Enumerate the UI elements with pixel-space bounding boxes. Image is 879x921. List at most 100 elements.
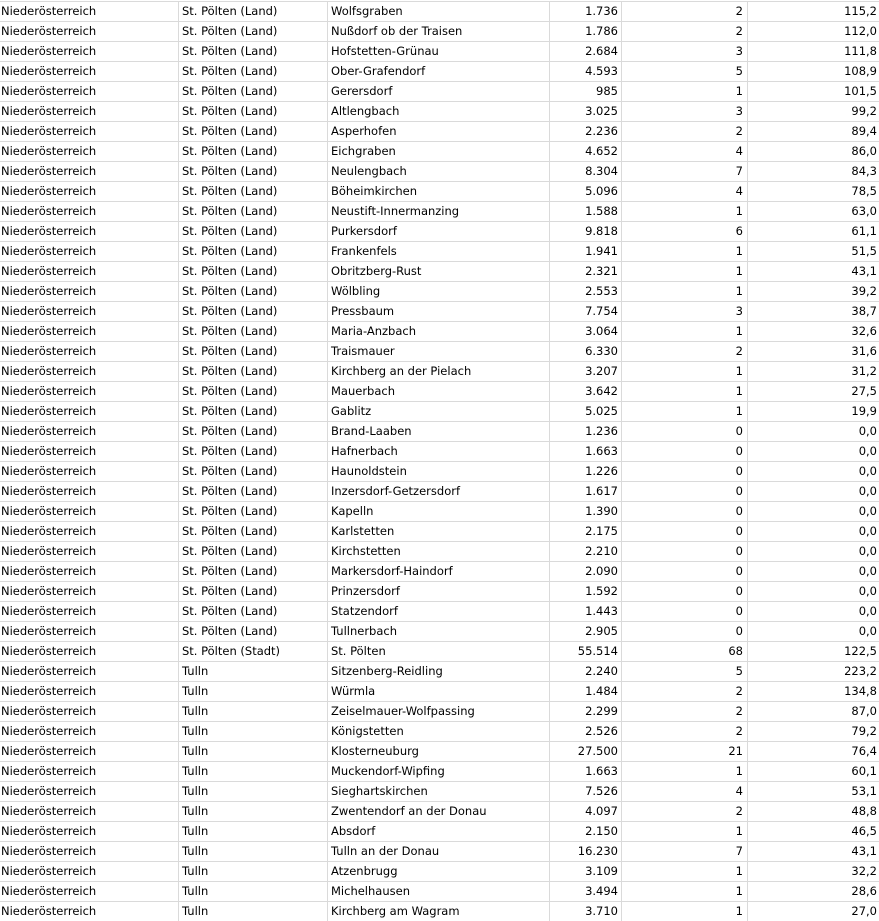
state-cell[interactable]: Niederösterreich <box>0 62 179 81</box>
district-cell[interactable]: Tulln <box>179 782 328 801</box>
population-cell[interactable]: 3.494 <box>550 882 622 901</box>
state-cell[interactable]: Niederösterreich <box>0 462 179 481</box>
state-cell[interactable]: Niederösterreich <box>0 802 179 821</box>
count-cell[interactable]: 2 <box>622 342 748 361</box>
state-cell[interactable]: Niederösterreich <box>0 622 179 641</box>
count-cell[interactable]: 0 <box>622 602 748 621</box>
rate-cell[interactable]: 89,4 <box>851 124 877 138</box>
population-cell[interactable]: 2.299 <box>550 702 622 721</box>
rate-cell[interactable]: 38,7 <box>851 304 877 318</box>
count-cell[interactable]: 2 <box>622 682 748 701</box>
district-cell[interactable]: St. Pölten (Stadt) <box>179 642 328 661</box>
state-cell[interactable]: Niederösterreich <box>0 362 179 381</box>
population-cell[interactable]: 2.553 <box>550 282 622 301</box>
rate-cell[interactable]: 0,0 <box>858 564 877 578</box>
population-cell[interactable]: 2.090 <box>550 562 622 581</box>
rate-cell[interactable]: 32,6 <box>851 324 877 338</box>
count-cell[interactable]: 0 <box>622 442 748 461</box>
rate-cell[interactable]: 60,1 <box>851 764 877 778</box>
rate-cell[interactable]: 31,6 <box>851 344 877 358</box>
rate-cell[interactable]: 63,0 <box>851 204 877 218</box>
district-cell[interactable]: Tulln <box>179 882 328 901</box>
state-cell[interactable]: Niederösterreich <box>0 282 179 301</box>
population-cell[interactable]: 2.684 <box>550 42 622 61</box>
rate-cell[interactable]: 61,1 <box>851 224 877 238</box>
rate-cell[interactable]: 0,0 <box>858 424 877 438</box>
population-cell[interactable]: 1.236 <box>550 422 622 441</box>
district-cell[interactable]: St. Pölten (Land) <box>179 622 328 641</box>
district-cell[interactable]: St. Pölten (Land) <box>179 2 328 21</box>
state-cell[interactable]: Niederösterreich <box>0 342 179 361</box>
population-cell[interactable]: 3.207 <box>550 362 622 381</box>
rate-cell[interactable]: 53,1 <box>851 784 877 798</box>
count-cell[interactable]: 1 <box>622 362 748 381</box>
state-cell[interactable]: Niederösterreich <box>0 382 179 401</box>
district-cell[interactable]: Tulln <box>179 682 328 701</box>
rate-cell[interactable]: 32,2 <box>851 864 877 878</box>
district-cell[interactable]: St. Pölten (Land) <box>179 462 328 481</box>
state-cell[interactable]: Niederösterreich <box>0 422 179 441</box>
state-cell[interactable]: Niederösterreich <box>0 482 179 501</box>
count-cell[interactable]: 4 <box>622 182 748 201</box>
rate-cell[interactable]: 48,8 <box>851 804 877 818</box>
municipality-cell[interactable]: Prinzersdorf <box>328 582 550 601</box>
count-cell[interactable]: 0 <box>622 562 748 581</box>
population-cell[interactable]: 8.304 <box>550 162 622 181</box>
count-cell[interactable]: 1 <box>622 202 748 221</box>
state-cell[interactable]: Niederösterreich <box>0 842 179 861</box>
population-cell[interactable]: 1.941 <box>550 242 622 261</box>
count-cell[interactable]: 1 <box>622 762 748 781</box>
municipality-cell[interactable]: Kirchstetten <box>328 542 550 561</box>
municipality-cell[interactable]: Statzendorf <box>328 602 550 621</box>
municipality-cell[interactable]: Wolfsgraben <box>328 2 550 21</box>
state-cell[interactable]: Niederösterreich <box>0 602 179 621</box>
district-cell[interactable]: St. Pölten (Land) <box>179 262 328 281</box>
district-cell[interactable]: Tulln <box>179 842 328 861</box>
rate-cell[interactable]: 46,5 <box>851 824 877 838</box>
rate-cell[interactable]: 78,5 <box>851 184 877 198</box>
municipality-cell[interactable]: Sieghartskirchen <box>328 782 550 801</box>
district-cell[interactable]: St. Pölten (Land) <box>179 242 328 261</box>
district-cell[interactable]: St. Pölten (Land) <box>179 442 328 461</box>
municipality-cell[interactable]: Nußdorf ob der Traisen <box>328 22 550 41</box>
district-cell[interactable]: St. Pölten (Land) <box>179 402 328 421</box>
municipality-cell[interactable]: Karlstetten <box>328 522 550 541</box>
count-cell[interactable]: 0 <box>622 522 748 541</box>
count-cell[interactable]: 1 <box>622 282 748 301</box>
population-cell[interactable]: 7.526 <box>550 782 622 801</box>
count-cell[interactable]: 2 <box>622 122 748 141</box>
district-cell[interactable]: St. Pölten (Land) <box>179 282 328 301</box>
population-cell[interactable]: 2.210 <box>550 542 622 561</box>
population-cell[interactable]: 5.025 <box>550 402 622 421</box>
rate-cell[interactable]: 27,0 <box>851 904 877 918</box>
municipality-cell[interactable]: Hafnerbach <box>328 442 550 461</box>
state-cell[interactable]: Niederösterreich <box>0 662 179 681</box>
municipality-cell[interactable]: Neulengbach <box>328 162 550 181</box>
population-cell[interactable]: 1.617 <box>550 482 622 501</box>
state-cell[interactable]: Niederösterreich <box>0 82 179 101</box>
population-cell[interactable]: 2.526 <box>550 722 622 741</box>
count-cell[interactable]: 0 <box>622 582 748 601</box>
rate-cell[interactable]: 0,0 <box>858 544 877 558</box>
rate-cell[interactable]: 0,0 <box>858 604 877 618</box>
state-cell[interactable]: Niederösterreich <box>0 42 179 61</box>
district-cell[interactable]: St. Pölten (Land) <box>179 162 328 181</box>
municipality-cell[interactable]: Ober-Grafendorf <box>328 62 550 81</box>
population-cell[interactable]: 3.109 <box>550 862 622 881</box>
municipality-cell[interactable]: Würmla <box>328 682 550 701</box>
municipality-cell[interactable]: Inzersdorf-Getzersdorf <box>328 482 550 501</box>
municipality-cell[interactable]: St. Pölten <box>328 642 550 661</box>
rate-cell[interactable]: 108,9 <box>844 64 877 78</box>
district-cell[interactable]: St. Pölten (Land) <box>179 542 328 561</box>
rate-cell[interactable]: 99,2 <box>851 104 877 118</box>
population-cell[interactable]: 1.786 <box>550 22 622 41</box>
count-cell[interactable]: 0 <box>622 622 748 641</box>
population-cell[interactable]: 1.443 <box>550 602 622 621</box>
count-cell[interactable]: 0 <box>622 462 748 481</box>
count-cell[interactable]: 1 <box>622 862 748 881</box>
district-cell[interactable]: St. Pölten (Land) <box>179 482 328 501</box>
municipality-cell[interactable]: Böheimkirchen <box>328 182 550 201</box>
count-cell[interactable]: 1 <box>622 382 748 401</box>
rate-cell[interactable]: 39,2 <box>851 284 877 298</box>
district-cell[interactable]: St. Pölten (Land) <box>179 422 328 441</box>
